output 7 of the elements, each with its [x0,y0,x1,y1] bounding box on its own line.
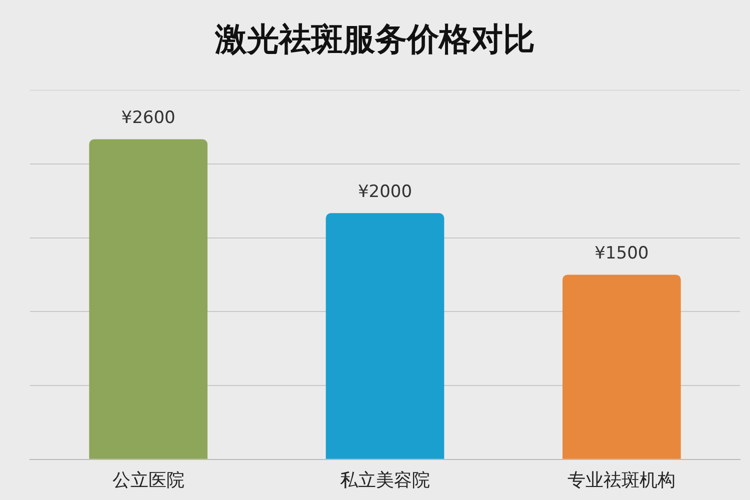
data-label: ¥1500 [594,244,649,264]
data-label: ¥2600 [121,108,176,128]
chart-title: 激光祛斑服务价格对比 [214,19,536,60]
x-tick-label: 私立美容院 [340,470,430,491]
data-label: ¥2000 [358,182,412,202]
x-tick-label: 专业祛斑机构 [568,470,676,491]
x-tick-label: 公立医院 [112,470,184,491]
